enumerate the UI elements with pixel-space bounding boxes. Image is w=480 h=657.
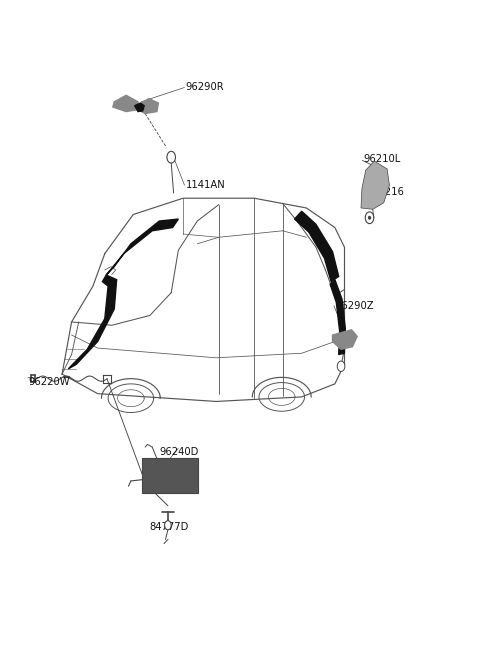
Polygon shape bbox=[333, 330, 357, 350]
Text: 96290Z: 96290Z bbox=[335, 301, 373, 311]
Polygon shape bbox=[361, 161, 389, 210]
Polygon shape bbox=[113, 95, 138, 112]
Text: 84777D: 84777D bbox=[150, 522, 189, 532]
Circle shape bbox=[167, 151, 176, 163]
Polygon shape bbox=[106, 219, 179, 275]
Circle shape bbox=[337, 361, 345, 371]
FancyBboxPatch shape bbox=[142, 458, 198, 493]
Polygon shape bbox=[135, 103, 144, 112]
Polygon shape bbox=[68, 275, 117, 369]
Polygon shape bbox=[330, 280, 345, 355]
Text: 96210L: 96210L bbox=[363, 154, 401, 164]
Text: 96290R: 96290R bbox=[185, 83, 224, 93]
Circle shape bbox=[365, 212, 374, 223]
Text: 96240D: 96240D bbox=[159, 447, 199, 457]
Polygon shape bbox=[138, 99, 158, 114]
Polygon shape bbox=[295, 212, 339, 282]
Circle shape bbox=[369, 216, 371, 219]
Text: 1141AN: 1141AN bbox=[185, 180, 225, 190]
Circle shape bbox=[165, 521, 171, 530]
Text: 96216: 96216 bbox=[373, 187, 405, 196]
Text: 96220W: 96220W bbox=[29, 377, 71, 387]
